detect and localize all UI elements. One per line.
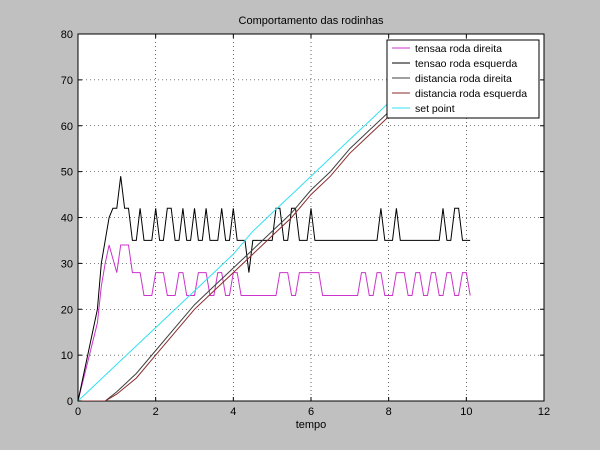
legend-label: tensao roda esquerda bbox=[415, 58, 517, 70]
y-tick-label: 30 bbox=[61, 258, 73, 270]
legend-label: distancia roda esquerda bbox=[415, 88, 527, 100]
x-tick-label: 10 bbox=[460, 406, 472, 418]
legend: tensaa roda direita tensao roda esquerda d… bbox=[386, 39, 540, 119]
y-tick-label: 0 bbox=[67, 396, 73, 408]
x-tick-label: 8 bbox=[386, 406, 392, 418]
series-line-1 bbox=[78, 244, 471, 401]
x-axis-label: tempo bbox=[296, 419, 327, 431]
series-line-5 bbox=[78, 42, 448, 401]
chart-title: Comportamento das rodinhas bbox=[239, 15, 384, 27]
y-tick-label: 80 bbox=[61, 29, 73, 41]
x-tick-label: 6 bbox=[308, 406, 314, 418]
series-layer bbox=[78, 42, 471, 401]
y-tick-label: 60 bbox=[61, 121, 73, 133]
y-tick-label: 10 bbox=[61, 350, 73, 362]
x-tick-label: 0 bbox=[75, 406, 81, 418]
x-tick-label: 4 bbox=[230, 406, 236, 418]
legend-label: distancia roda direita bbox=[415, 73, 512, 85]
series-line-4 bbox=[78, 74, 428, 401]
x-tick-label: 12 bbox=[538, 406, 550, 418]
legend-label: set point bbox=[415, 103, 455, 115]
y-tick-label: 70 bbox=[61, 75, 73, 87]
y-tick-label: 40 bbox=[61, 213, 73, 225]
series-line-3 bbox=[78, 70, 428, 401]
series-line-2 bbox=[78, 176, 471, 401]
ticks: 0 2 4 6 8 10 12 0 10 20 30 40 50 60 70 80 bbox=[61, 29, 550, 418]
legend-box bbox=[386, 39, 540, 119]
y-tick-label: 50 bbox=[61, 167, 73, 179]
x-tick-label: 2 bbox=[153, 406, 159, 418]
legend-label: tensaa roda direita bbox=[415, 43, 502, 55]
y-tick-label: 20 bbox=[61, 304, 73, 316]
